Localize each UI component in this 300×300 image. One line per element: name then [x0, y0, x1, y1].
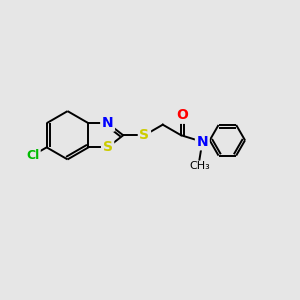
Text: S: S — [140, 128, 149, 142]
Text: N: N — [196, 135, 208, 149]
Text: CH₃: CH₃ — [189, 161, 210, 172]
Text: Cl: Cl — [26, 149, 39, 162]
Text: S: S — [103, 140, 112, 154]
Text: O: O — [177, 108, 188, 122]
Text: N: N — [102, 116, 113, 130]
